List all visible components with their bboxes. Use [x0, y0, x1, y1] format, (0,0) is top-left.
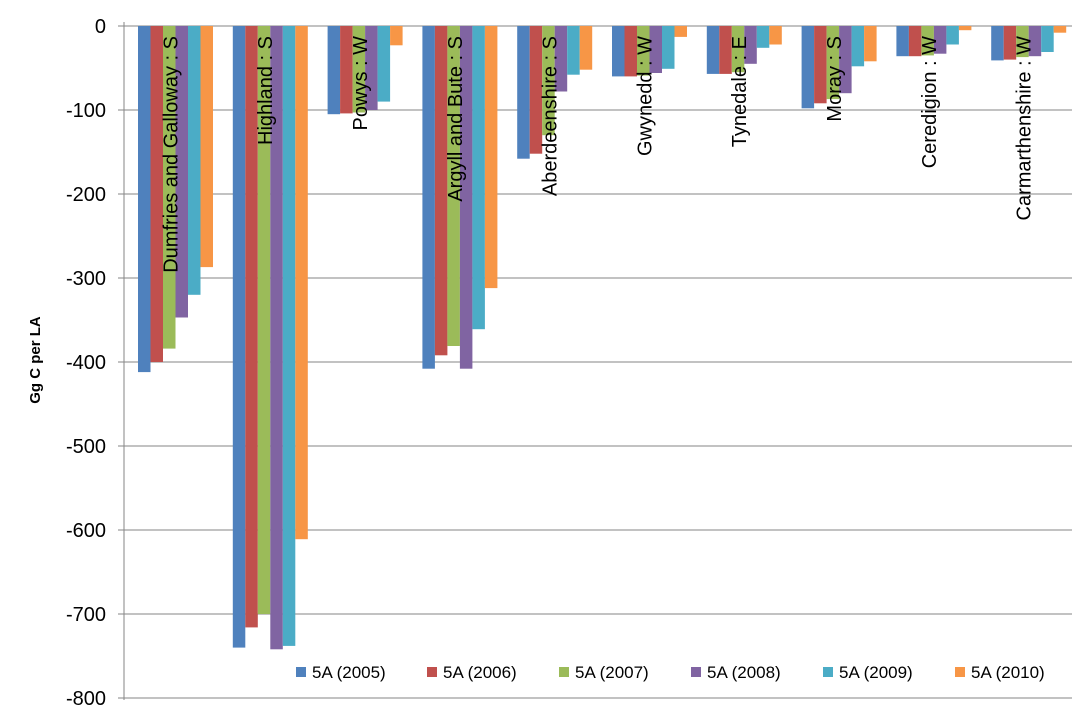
- bar: [933, 26, 947, 54]
- bar: [769, 26, 782, 45]
- bar: [270, 26, 283, 650]
- bar: [447, 26, 460, 346]
- bar: [295, 26, 308, 540]
- bar: [1016, 26, 1029, 58]
- y-tick-label: 0: [95, 16, 106, 38]
- legend-label: 5A (2008): [707, 663, 781, 682]
- legend-label: 5A (2005): [312, 663, 386, 682]
- y-tick-label: -500: [66, 436, 106, 458]
- bar: [991, 26, 1004, 61]
- bar: [706, 26, 720, 74]
- bar: [422, 26, 435, 369]
- bar: [365, 26, 378, 110]
- bar: [662, 26, 675, 69]
- bar: [814, 26, 827, 104]
- category-labels: Dumfries and Galloway : S Highland : S Pow…: [160, 36, 1035, 273]
- bar: [340, 26, 353, 114]
- bar: [649, 26, 662, 73]
- bar: [946, 26, 959, 45]
- bar: [352, 26, 366, 113]
- bars: [138, 26, 1067, 650]
- category-label: Highland : S: [255, 36, 277, 145]
- y-tick-label: -700: [66, 604, 106, 626]
- bar: [257, 26, 271, 614]
- legend-label: 5A (2007): [575, 663, 649, 682]
- bar: [637, 26, 650, 76]
- y-tick-label: -300: [66, 268, 106, 290]
- legend-label: 5A (2009): [839, 663, 913, 682]
- legend-label: 5A (2006): [443, 663, 517, 682]
- bar: [434, 26, 448, 356]
- bar: [150, 26, 163, 362]
- bar: [958, 26, 972, 31]
- legend: 5A (2005) 5A (2006) 5A (2007) 5A (2008) 5A (…: [296, 663, 1045, 682]
- bar: [542, 26, 555, 136]
- bar: [484, 26, 498, 289]
- bar: [908, 26, 922, 57]
- category-label: Gwynedd : W: [634, 36, 656, 156]
- legend-swatch: [427, 667, 437, 677]
- bar: [851, 26, 865, 67]
- legend-swatch: [955, 667, 965, 677]
- bar: [459, 26, 473, 369]
- bar: [554, 26, 568, 92]
- bar: [175, 26, 188, 318]
- category-label: Ceredigion : W: [919, 36, 941, 168]
- bar: [731, 26, 745, 73]
- y-tick-label: -400: [66, 352, 106, 374]
- bar: [744, 26, 757, 64]
- category-label: Dumfries and Galloway : S: [160, 36, 182, 273]
- bar: [529, 26, 543, 154]
- bar: [624, 26, 637, 77]
- y-tick-label: -100: [66, 100, 106, 122]
- category-label: Tynedale : E: [729, 36, 751, 147]
- bar: [579, 26, 593, 70]
- y-axis-label: Gg C per LA: [27, 316, 44, 404]
- bar: [1003, 26, 1017, 60]
- bar: [232, 26, 246, 648]
- bar: [921, 26, 934, 56]
- bar: [719, 26, 732, 74]
- bar: [163, 26, 176, 349]
- legend-swatch: [691, 667, 701, 677]
- bar: [839, 26, 852, 94]
- bar: [200, 26, 213, 268]
- bar: [612, 26, 625, 77]
- legend-label: 5A (2010): [971, 663, 1045, 682]
- bar: [390, 26, 403, 46]
- legend-swatch: [296, 667, 306, 677]
- bar: [377, 26, 391, 102]
- bar: [1041, 26, 1054, 52]
- bar: [864, 26, 877, 62]
- bar: [138, 26, 151, 373]
- bar: [188, 26, 201, 295]
- legend-swatch: [559, 667, 569, 677]
- y-tick-label: -800: [66, 688, 106, 706]
- category-label: Moray : S: [824, 36, 846, 122]
- bar: [245, 26, 258, 628]
- bar: [567, 26, 580, 75]
- category-label: Argyll and Bute : S: [445, 36, 467, 202]
- bar: [472, 26, 485, 330]
- bar: [1053, 26, 1067, 33]
- category-label: Carmarthenshire : W: [1014, 36, 1036, 221]
- y-tick-label: -600: [66, 520, 106, 542]
- bar: [801, 26, 815, 109]
- bar: [756, 26, 770, 48]
- bar: [896, 26, 909, 57]
- category-label: Powys : W: [350, 36, 372, 131]
- y-tick-labels: 0 -100 -200 -300 -400 -500 -600 -700 -800: [66, 16, 124, 706]
- y-tick-label: -200: [66, 184, 106, 206]
- bar: [282, 26, 296, 646]
- bar: [517, 26, 530, 159]
- bar: [674, 26, 687, 37]
- category-label: Aberdeenshire : S: [540, 36, 562, 196]
- legend-swatch: [823, 667, 833, 677]
- bar: [826, 26, 840, 100]
- bar: [327, 26, 341, 115]
- bar: [1028, 26, 1042, 57]
